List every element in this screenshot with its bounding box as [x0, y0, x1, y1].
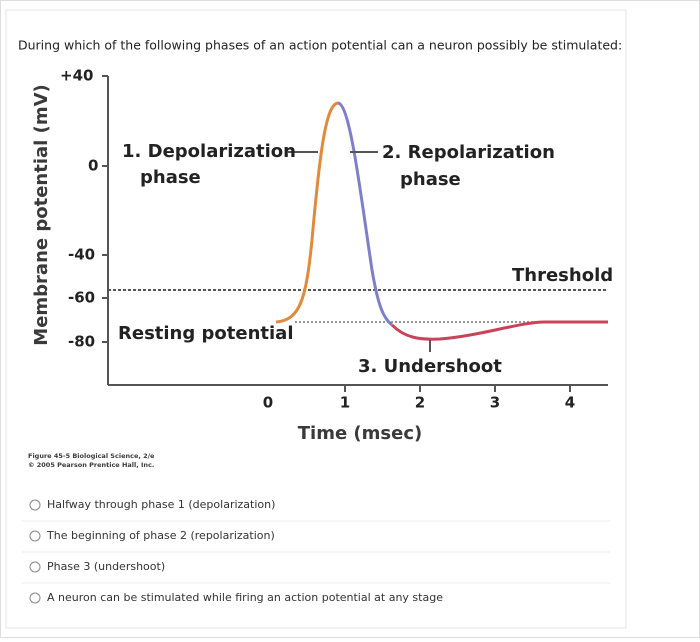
- x-tick-label: 3: [490, 394, 500, 412]
- x-axis-label: Time (msec): [298, 423, 422, 444]
- annotation: 2. Repolarization: [382, 142, 555, 163]
- annotation: phase: [400, 169, 461, 190]
- question: During which of the following phases of …: [18, 38, 622, 53]
- caption: Figure 45-5 Biological Science, 2/e: [28, 452, 155, 460]
- y-tick-label: -80: [68, 333, 95, 351]
- radio[interactable]: [29, 561, 41, 573]
- radio[interactable]: [29, 530, 41, 542]
- x-tick-label: 2: [415, 394, 425, 412]
- radio[interactable]: [29, 499, 41, 511]
- radio[interactable]: [29, 592, 41, 604]
- option-label[interactable]: The beginning of phase 2 (repolarization…: [46, 529, 275, 542]
- option-label[interactable]: A neuron can be stimulated while firing …: [47, 591, 443, 604]
- options: Halfway through phase 1 (depolarization)…: [22, 498, 610, 604]
- annotation: 3. Undershoot: [358, 356, 502, 377]
- option-label[interactable]: Halfway through phase 1 (depolarization): [47, 498, 275, 511]
- y-axis-label: Membrane potential (mV): [31, 84, 52, 345]
- repolarization-curve: [337, 101, 393, 327]
- depolarization-curve: [275, 101, 339, 324]
- y-tick-label: +40: [60, 67, 93, 85]
- option-label[interactable]: Phase 3 (undershoot): [47, 560, 165, 573]
- annotation: 1. Depolarization: [122, 141, 296, 162]
- annotation: phase: [140, 167, 201, 188]
- caption: © 2005 Pearson Prentice Hall, Inc.: [28, 461, 154, 469]
- y-tick-label: -60: [68, 289, 95, 307]
- y-tick-label: 0: [88, 157, 98, 175]
- x-tick-label: 4: [565, 394, 575, 412]
- x-tick-label: 0: [263, 394, 273, 412]
- annotation: Threshold: [512, 265, 613, 286]
- undershoot-curve: [390, 320, 608, 341]
- figure: +40 0 -40 -60 -80 0 1 2 3 4 Membrane pot…: [28, 67, 613, 470]
- x-tick-label: 1: [340, 394, 350, 412]
- question-card: [5, 9, 627, 629]
- y-tick-label: -40: [68, 246, 95, 264]
- annotation: Resting potential: [118, 323, 294, 344]
